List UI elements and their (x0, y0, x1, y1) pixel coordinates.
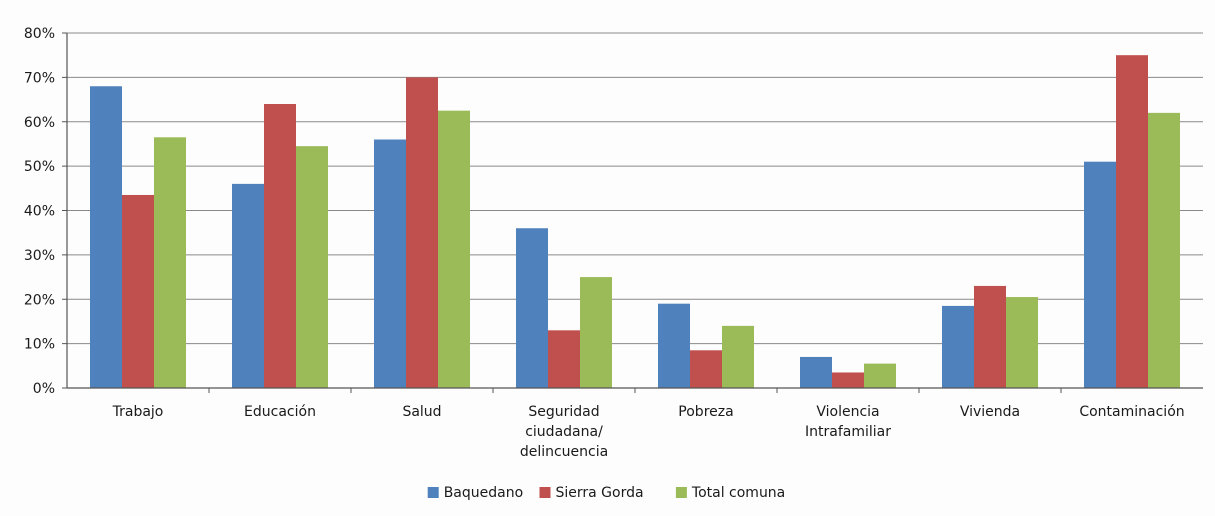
bar-total-comuna (1148, 112, 1180, 388)
bar-baquedano (800, 356, 832, 388)
x-tick-label: Educación (244, 404, 316, 420)
legend-label: Total comuna (691, 485, 785, 501)
y-tick-label: 50% (24, 159, 55, 175)
legend-item-sierra-gorda: Sierra Gorda (539, 485, 644, 501)
legend-item-total-comuna: Total comuna (675, 485, 785, 501)
bar-total-comuna (580, 277, 612, 388)
bar-total-comuna (296, 146, 328, 388)
y-tick-label: 0% (33, 381, 55, 397)
bar-sierra-gorda (1116, 55, 1148, 388)
y-tick-label: 20% (24, 292, 55, 308)
legend-label: Baquedano (444, 485, 523, 501)
y-tick-label: 70% (24, 70, 55, 86)
x-tick-labels: Trabajo Educación Salud Seguridad ciudadana/… (112, 404, 1185, 460)
bar-baquedano (1084, 161, 1116, 388)
bar-total-comuna (154, 137, 186, 388)
legend-swatch (427, 487, 439, 498)
x-tick-label: Pobreza (678, 404, 733, 420)
y-tick-label: 60% (24, 115, 55, 131)
bar-total-comuna (722, 325, 754, 388)
x-tick-label: Seguridad ciudadana/delincuencia (520, 404, 608, 460)
bar-baquedano (658, 303, 690, 388)
bar-baquedano (374, 139, 406, 388)
axes (62, 32, 1203, 393)
bar-total-comuna (1006, 297, 1038, 388)
legend-item-baquedano: Baquedano (427, 485, 523, 501)
legend: Baquedano Sierra Gorda Total comuna (427, 485, 785, 501)
bar-sierra-gorda (548, 330, 580, 388)
y-tick-labels: 0% 10% 20% 30% 40% 50% 60% 70% 80% (24, 26, 55, 397)
legend-label: Sierra Gorda (556, 485, 644, 501)
bar-baquedano (516, 228, 548, 388)
legend-swatch (675, 487, 687, 498)
bars (90, 55, 1180, 388)
y-tick-label: 80% (24, 26, 55, 42)
bar-sierra-gorda (832, 372, 864, 388)
y-tick-label: 40% (24, 204, 55, 220)
x-tick-label: Salud (402, 404, 441, 420)
x-tick-label: Trabajo (112, 404, 164, 420)
bar-total-comuna (864, 363, 896, 388)
y-tick-label: 30% (24, 248, 55, 264)
bar-sierra-gorda (690, 350, 722, 388)
x-tick-label: Vivienda (960, 404, 1020, 420)
bar-baquedano (232, 183, 264, 388)
bar-baquedano (90, 86, 122, 388)
legend-swatch (539, 487, 551, 498)
bar-baquedano (942, 305, 974, 388)
bar-sierra-gorda (406, 77, 438, 388)
x-tick-label: Violencia Intrafamiliar (805, 404, 891, 440)
bar-sierra-gorda (974, 285, 1006, 388)
x-tick-label: Contaminación (1079, 404, 1184, 420)
bar-total-comuna (438, 110, 470, 388)
y-tick-label: 10% (24, 337, 55, 353)
bar-sierra-gorda (122, 194, 154, 388)
bar-sierra-gorda (264, 104, 296, 388)
